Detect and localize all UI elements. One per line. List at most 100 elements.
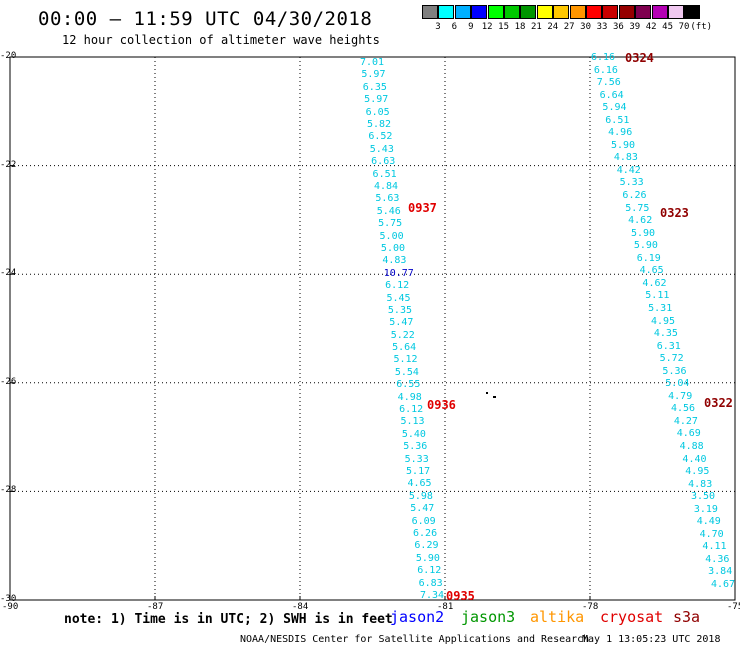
swh-value: 5.90 [631,227,656,239]
colorbar-label: 33 [596,22,608,32]
swh-value: 6.51 [605,114,630,126]
swh-value: 5.13 [400,416,425,428]
colorbar-label: 70 [678,22,690,32]
colorbar-swatch [586,5,602,19]
swh-value: 5.04 [665,378,690,390]
swh-value: 5.12 [393,354,418,366]
swh-value: 4.83 [382,255,407,267]
swh-value: 4.98 [397,391,422,403]
colorbar-swatch [487,5,504,19]
swh-value: 6.29 [414,540,439,552]
footer-credit: NOAA/NESDIS Center for Satellite Applica… [240,634,590,645]
swh-value: 4.88 [679,440,704,452]
swh-value: 4.27 [673,415,698,427]
swh-value: 6.52 [368,131,393,143]
y-tick-label: -26 [0,376,17,387]
swh-value: 4.56 [671,403,696,415]
swh-value: 4.95 [685,466,710,478]
swh-value: 5.97 [364,94,389,106]
y-tick-label: -30 [0,594,17,604]
colorbar-swatch [651,5,668,19]
axis-ticks [9,56,736,601]
swh-value: 5.94 [602,102,627,114]
grid-lines [10,57,735,600]
swh-value: 3.19 [693,503,718,515]
pass-time-label: 0322 [704,396,733,410]
colorbar-swatch [618,5,635,19]
swh-value: 6.83 [418,577,443,589]
note-text: note: 1) Time is in UTC; 2) SWH is in fe… [64,612,393,627]
swh-value: 5.35 [387,304,412,316]
swh-value: 5.90 [633,240,658,252]
swh-value: 6.16 [591,52,616,63]
swh-value: 4.83 [688,478,713,490]
swh-value: 6.64 [599,89,624,101]
swh-value: 5.72 [659,353,684,365]
swh-value: 5.82 [366,118,392,130]
swh-value: 5.31 [648,302,673,314]
colorbar-swatch [438,5,455,19]
swh-value: 5.40 [401,428,426,440]
swh-value: 4.95 [651,315,676,327]
swh-value: 7.01 [360,57,385,68]
colorbar-swatch [635,5,652,19]
pass-time-label: 0323 [660,206,689,220]
legend-jason2: jason2 [390,608,445,626]
colorbar-swatch [569,5,586,19]
colorbar-label: 15 [498,22,510,32]
colorbar-label: 36 [612,22,624,32]
point-marker [486,392,488,394]
colorbar-label: 21 [530,22,542,32]
swh-value: 5.22 [390,329,415,341]
swh-value: 5.33 [404,453,429,465]
swh-value: 5.90 [415,552,440,564]
swh-value: 6.12 [417,565,442,577]
colorbar-label: 39 [629,22,641,32]
swh-value: 6.05 [365,106,390,118]
swh-value: 4.96 [608,127,633,139]
swh-value: 6.12 [399,404,424,416]
x-tick-label: -81 [437,602,454,612]
colorbar-label: 45 [662,22,674,32]
colorbar-swatch [602,5,619,19]
swh-value: 5.00 [380,242,406,254]
swh-value: 6.55 [396,379,421,391]
swh-value: 5.43 [369,143,394,155]
swh-value: 6.26 [622,190,647,202]
swh-value: 5.00 [379,230,404,242]
swh-value: 4.69 [676,428,701,440]
y-tick-label: -28 [0,485,17,496]
y-tick-label: -24 [0,268,17,279]
pass-time-label: 0937 [408,201,437,215]
swh-value: 4.84 [373,180,399,192]
swh-value: 5.64 [392,342,417,354]
swh-value: 4.70 [699,528,724,540]
legend-s3a: s3a [673,608,701,626]
y-tick-label: -20 [0,51,17,61]
swh-value: 6.09 [411,515,436,527]
swh-value: 5.75 [378,218,403,230]
colorbar-swatch [684,5,701,19]
colorbar-label: 3 [435,22,441,32]
legend-altika: altika [530,608,585,626]
colorbar-label: 9 [468,22,474,32]
swh-value: 7.56 [596,77,621,89]
swh-value: 4.79 [668,390,693,402]
swh-value: 4.42 [616,164,641,176]
colorbar-swatch [520,5,537,19]
legend-cryosat: cryosat [600,608,664,626]
colorbar-swatch [471,5,488,19]
colorbar-label: 24 [547,22,559,32]
swh-value: 6.12 [385,280,410,292]
swh-value: 5.36 [403,441,428,453]
swh-value: 5.33 [619,177,644,189]
swh-value: 3.50 [691,491,716,503]
swh-value: 4.35 [653,328,678,340]
pass-time-label: 0324 [625,51,654,65]
point-marker [493,396,496,398]
y-tick-label: -22 [0,159,17,170]
swh-value: 5.97 [361,69,386,81]
legend-jason3: jason3 [461,608,516,626]
page-title: 00:00 – 11:59 UTC 04/30/2018 [38,8,373,30]
colorbar-swatch [668,5,684,19]
